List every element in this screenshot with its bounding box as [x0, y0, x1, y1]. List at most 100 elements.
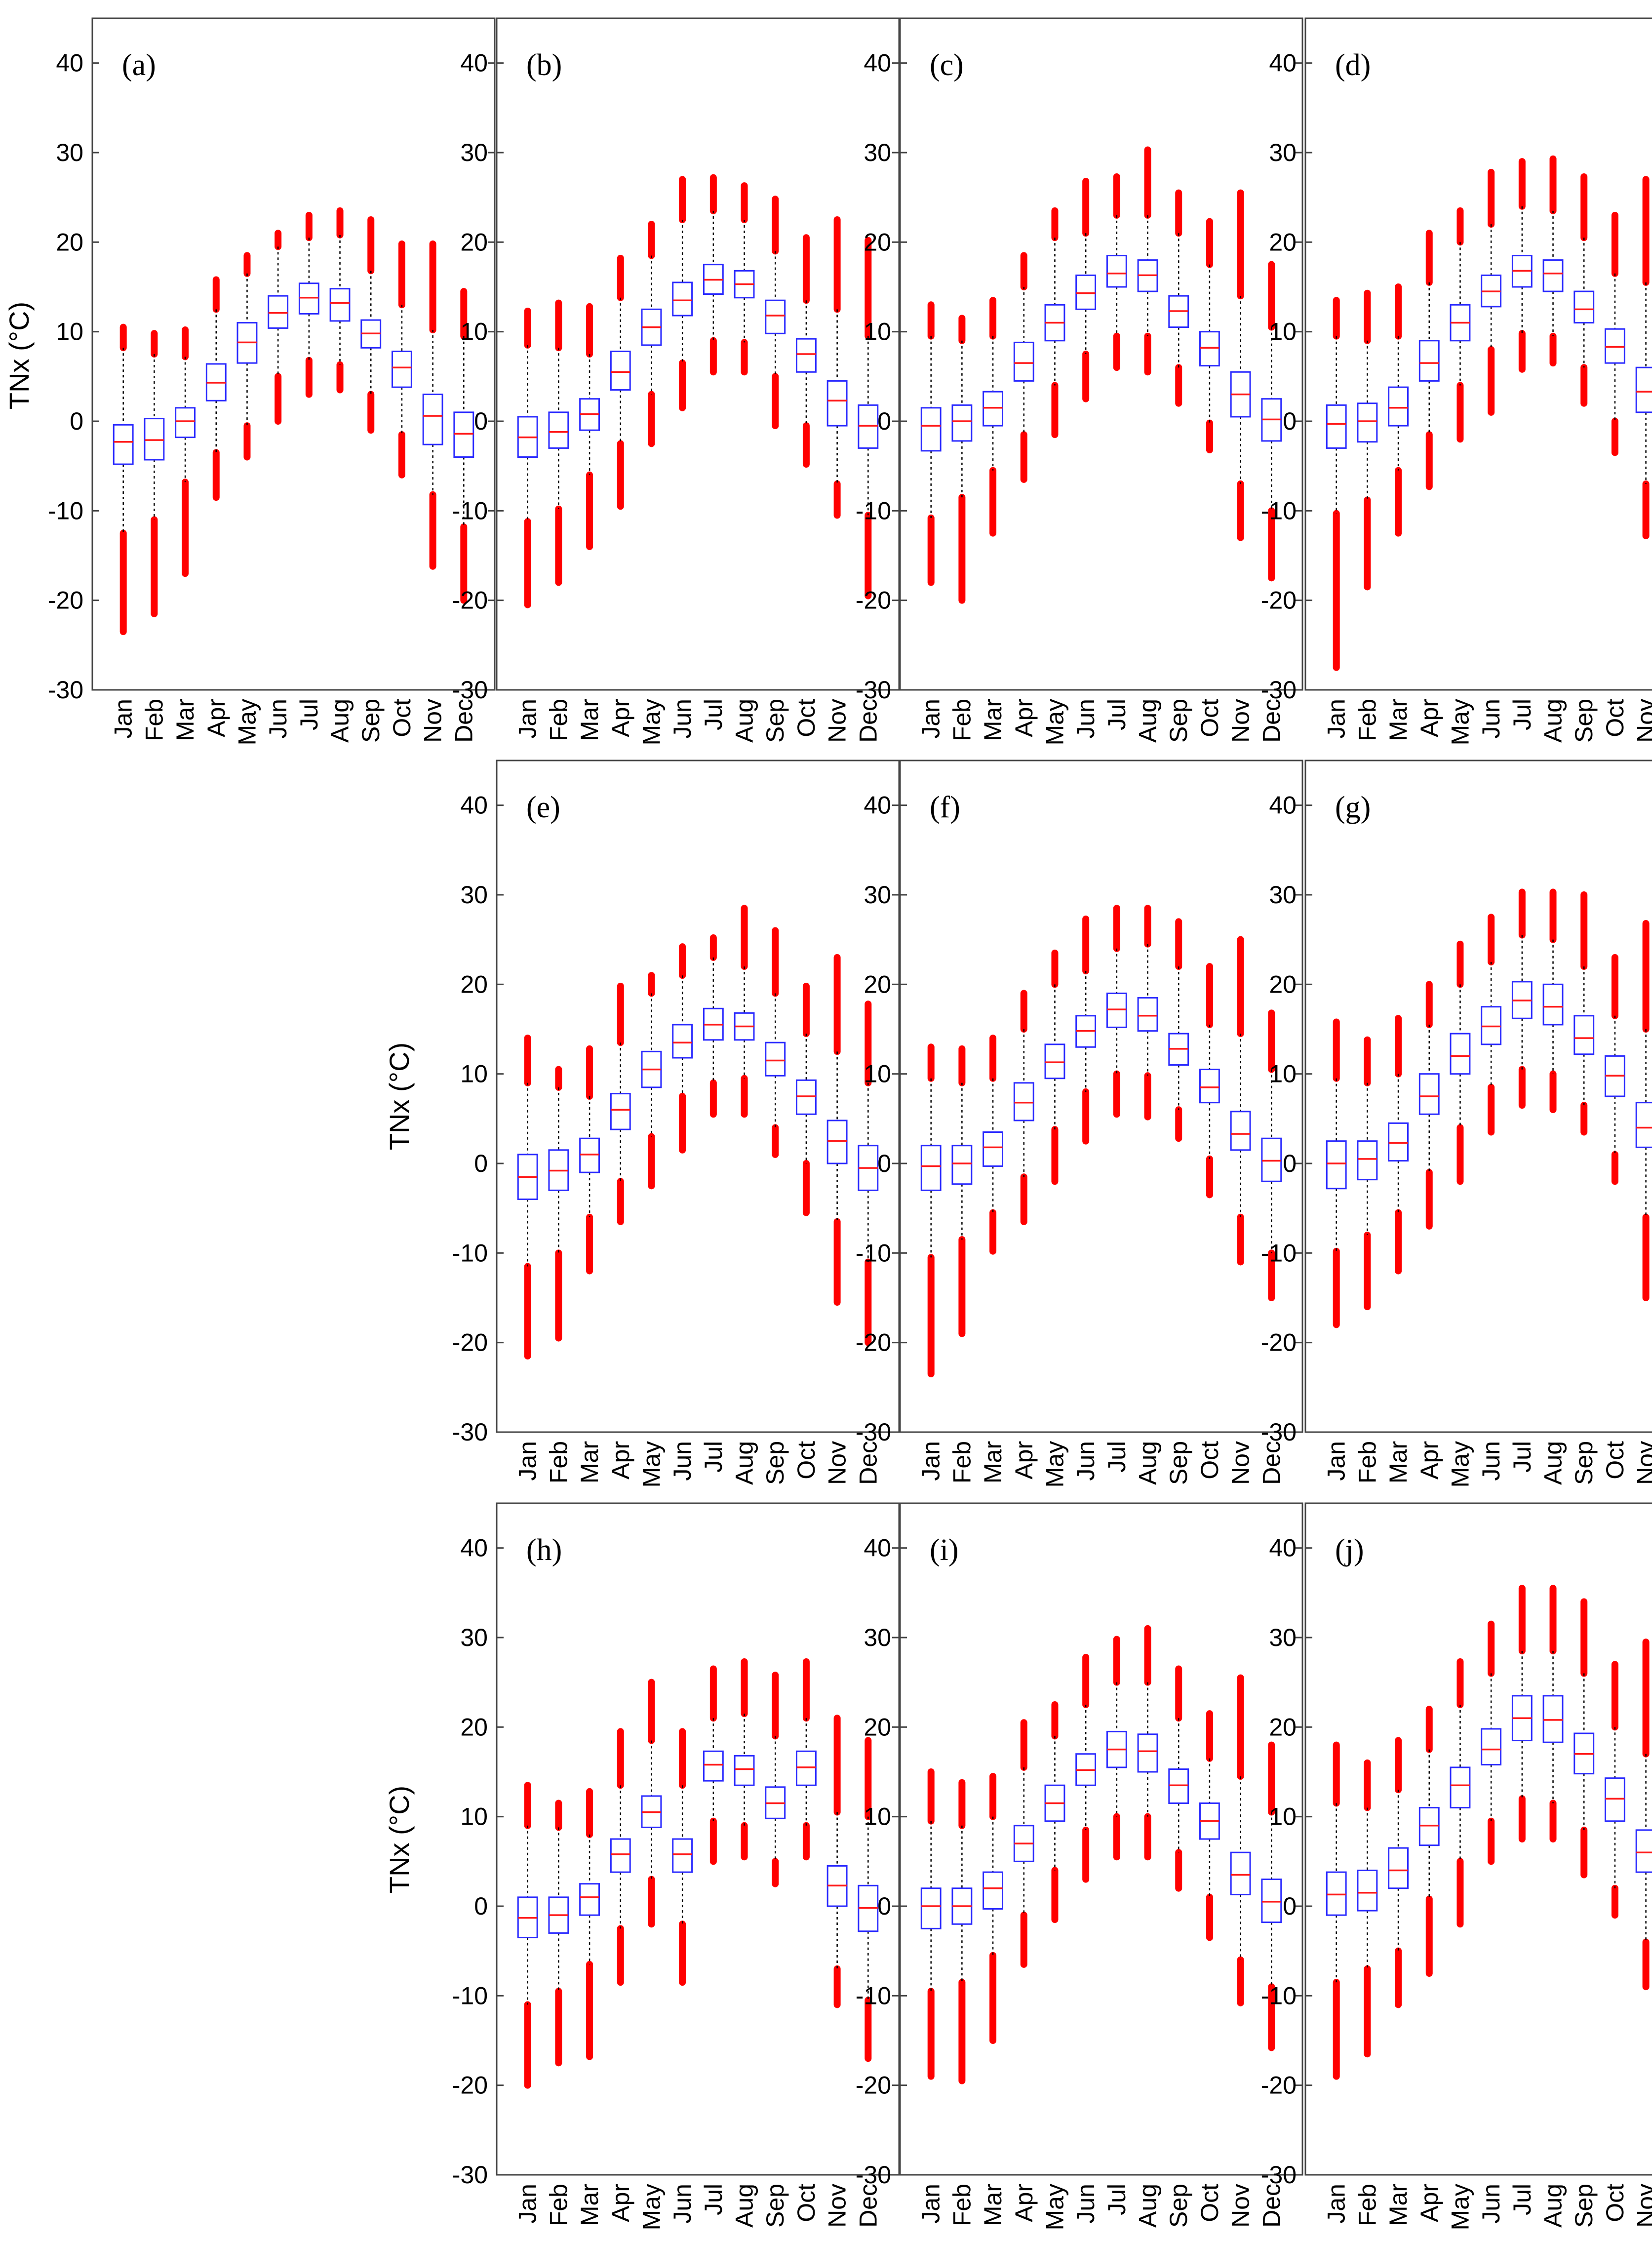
box-feb: [1357, 289, 1378, 591]
box-iqr: [298, 282, 319, 315]
x-tick-label: Sep: [761, 699, 789, 743]
box-sep: [360, 216, 382, 434]
box-iqr: [1013, 1082, 1034, 1121]
x-tick-label: Mar: [1384, 2184, 1412, 2226]
x-tick-label: Jul: [1508, 699, 1536, 730]
box-iqr: [1604, 328, 1625, 364]
box-iqr: [1418, 1073, 1440, 1115]
box-oct: [1199, 218, 1220, 454]
x-tick-label: May: [1041, 1441, 1068, 1487]
y-tick-label: 0: [877, 1892, 891, 1920]
box-iqr: [1481, 1006, 1502, 1045]
panel-label: (j): [1335, 1533, 1364, 1567]
plot-frame: [496, 17, 900, 691]
x-tick-label: Aug: [1539, 2184, 1567, 2228]
x-tick-label: Nov: [824, 2184, 851, 2228]
panel-d: -30 -20 -10 0 10 20 30 40 (d) Jan Feb Mar Apr May Jun J…: [1261, 17, 1652, 745]
x-tick-label: Jul: [295, 699, 323, 730]
y-tick-label: -20: [1261, 1329, 1297, 1357]
box-iqr: [795, 338, 817, 373]
x-tick-label: Jan: [917, 1441, 945, 1481]
y-tick-label: 20: [864, 228, 891, 256]
box-iqr: [1075, 274, 1097, 310]
x-tick-label: Mar: [979, 1441, 1007, 1483]
box-sep: [1573, 891, 1595, 1136]
box-jan: [920, 1768, 942, 2080]
box-jun: [1481, 914, 1502, 1136]
box-may: [641, 221, 662, 447]
box-iqr: [951, 1145, 973, 1185]
box-jun: [672, 943, 693, 1154]
box-may: [641, 972, 662, 1190]
box-iqr: [268, 295, 289, 329]
box-jun: [672, 1728, 693, 1986]
box-oct: [1604, 1661, 1625, 1919]
y-tick-label: 30: [460, 881, 488, 909]
y-tick-label: 10: [460, 318, 488, 346]
y-tick-label: 20: [864, 1713, 891, 1741]
box-aug: [1542, 1585, 1564, 1842]
box-iqr: [734, 1755, 755, 1786]
box-jan: [1326, 297, 1347, 671]
box-iqr: [1230, 1111, 1251, 1151]
box-iqr: [1635, 1102, 1652, 1148]
x-tick-label: Jan: [1323, 699, 1350, 739]
box-sep: [765, 927, 786, 1158]
y-tick-label: 40: [56, 49, 83, 77]
x-tick-label: Nov: [1227, 699, 1255, 743]
y-tick-label: -30: [452, 676, 488, 704]
box-iqr: [826, 1120, 848, 1164]
x-tick-label: Apr: [202, 699, 230, 737]
panel-j: -30 -20 -10 0 10 20 30 40 (j) Jan Feb Mar Apr May Jun J…: [1261, 1502, 1652, 2230]
box-may: [1450, 207, 1471, 443]
box-jul: [703, 1665, 724, 1865]
box-apr: [1418, 981, 1440, 1230]
box-may: [1044, 1701, 1065, 1923]
x-tick-label: Apr: [1416, 2184, 1443, 2222]
box-iqr: [983, 1871, 1004, 1910]
x-tick-label: Sep: [357, 699, 385, 743]
box-jul: [703, 934, 724, 1118]
x-tick-label: Aug: [1134, 2184, 1162, 2228]
plot-frame: [899, 760, 1303, 1433]
box-nov: [826, 1715, 848, 2008]
box-sep: [1168, 1665, 1189, 1892]
box-iqr: [765, 1041, 786, 1077]
x-tick-label: May: [1446, 2184, 1474, 2230]
x-tick-label: Oct: [1196, 699, 1223, 737]
y-tick-label: 10: [864, 1060, 891, 1088]
y-tick-label: -10: [452, 1982, 488, 2009]
box-mar: [983, 1773, 1004, 2044]
box-jul: [1106, 905, 1127, 1118]
x-tick-label: Feb: [545, 699, 572, 741]
x-tick-label: Sep: [761, 1441, 789, 1485]
x-tick-label: Mar: [576, 1441, 603, 1483]
box-nov: [1635, 176, 1652, 540]
box-iqr: [1230, 1851, 1251, 1895]
box-iqr: [1388, 1847, 1409, 1889]
box-jun: [1075, 1653, 1097, 1883]
box-iqr: [1137, 997, 1158, 1032]
x-tick-label: Dec: [450, 699, 477, 743]
x-tick-label: Nov: [824, 1441, 851, 1485]
y-tick-label: 30: [864, 1624, 891, 1651]
panel-label: (i): [930, 1533, 959, 1567]
box-nov: [1230, 189, 1251, 541]
box-jan: [113, 323, 134, 636]
y-tick-label: -10: [452, 1239, 488, 1267]
x-tick-label: Feb: [948, 699, 976, 741]
box-apr: [1013, 990, 1034, 1225]
x-tick-label: Feb: [140, 699, 168, 741]
box-jun: [1075, 178, 1097, 402]
x-tick-label: Jul: [1103, 699, 1131, 730]
box-may: [236, 252, 258, 461]
box-iqr: [765, 299, 786, 334]
x-tick-label: Dec: [854, 2184, 882, 2228]
x-tick-label: Jan: [514, 699, 542, 739]
x-tick-label: Jun: [1072, 1441, 1100, 1481]
box-jul: [1106, 1636, 1127, 1861]
box-dec: [1261, 261, 1282, 582]
box-apr: [1013, 252, 1034, 483]
y-tick-label: 20: [56, 228, 83, 256]
x-tick-label: Mar: [979, 699, 1007, 741]
